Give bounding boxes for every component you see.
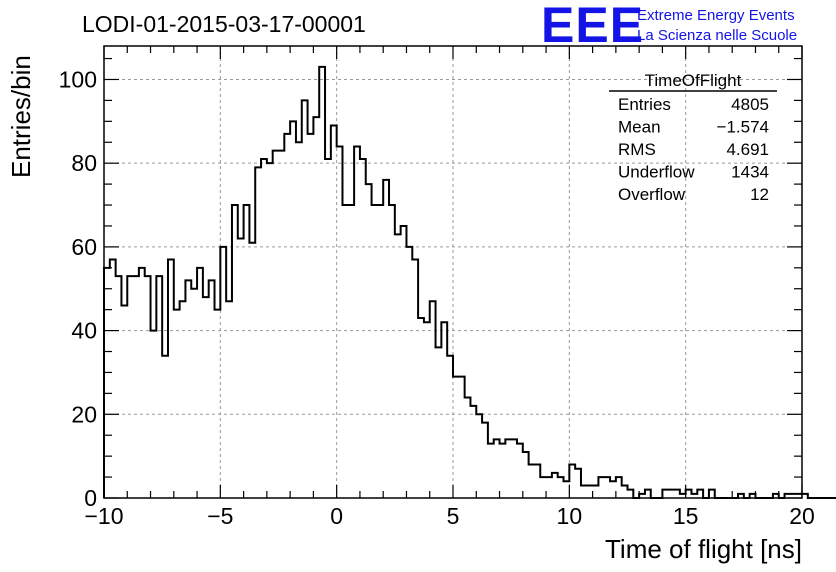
stats-row-label: Entries [618,95,671,114]
y-tick-labels: 0 20 40 60 80 100 [59,66,97,511]
y-tick-label: 60 [71,234,97,260]
y-tick-label: 80 [71,150,97,176]
x-tick-label: 0 [330,503,343,529]
eee-logo-text: EEE [541,0,644,53]
y-tick-label: 40 [71,318,97,344]
x-tick-labels: −10 −5 0 5 10 15 20 [84,503,814,529]
eee-logo-line2: La Scienza nelle Scuole [637,27,797,44]
stats-row-label: Underflow [618,163,695,182]
stats-row-label: Mean [618,118,661,137]
stats-row-value: 1434 [731,163,769,182]
x-tick-label: 5 [447,503,460,529]
x-axis-label: Time of flight [ns] [605,534,802,564]
stats-row-value: 4805 [731,95,769,114]
stats-row-value: 4.691 [726,140,769,159]
x-tick-label: −10 [84,503,123,529]
stats-row-label: RMS [618,140,656,159]
eee-logo: EEE Extreme Energy Events La Scienza nel… [541,0,797,53]
y-tick-label: 20 [71,401,97,427]
stats-box-rows: Entries 4805 Mean −1.574 RMS 4.691 Underflow 14… [618,95,769,204]
stats-box-title: TimeOfFlight [645,71,742,90]
y-tick-label: 0 [84,485,97,511]
x-tick-label: −5 [207,503,233,529]
stats-row-value: −1.574 [717,118,769,137]
eee-logo-line1: Extreme Energy Events [637,7,795,24]
x-tick-label: 20 [789,503,815,529]
stats-box: TimeOfFlight Entries 4805 Mean −1.574 RMS 4.6… [609,71,777,204]
axis-ticks [103,46,803,499]
y-tick-label: 100 [59,66,97,92]
chart-title: LODI-01-2015-03-17-00001 [82,11,366,37]
x-tick-label: 15 [673,503,699,529]
stats-row-label: Overflow [618,185,686,204]
x-tick-label: 10 [557,503,583,529]
stats-row-value: 12 [750,185,769,204]
histogram-series [103,65,836,499]
y-axis-label: Entries/bin [6,55,36,178]
